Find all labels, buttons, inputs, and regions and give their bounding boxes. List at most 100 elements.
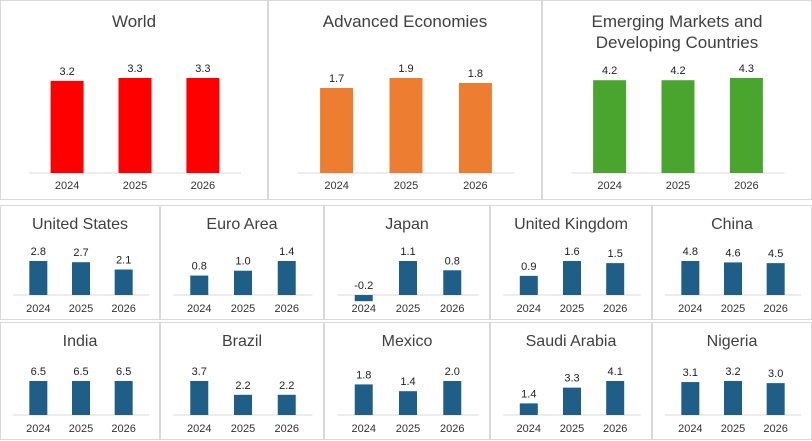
bar-chart-japan: -0.2 2024 1.1 2025 0.8 2026	[337, 246, 479, 315]
bar-2026	[606, 381, 625, 415]
bar-2025	[399, 261, 417, 295]
data-label: 0.8	[445, 255, 460, 267]
x-tick-label: 2025	[666, 180, 690, 192]
data-label: 1.1	[400, 246, 415, 258]
x-tick-label: 2024	[597, 180, 621, 192]
chart-panel-brazil: Brazil 3.7 2024 2.2 2025 2.2 2026	[160, 322, 324, 440]
x-tick-label: 2024	[517, 423, 541, 435]
data-label: 3.7	[192, 366, 207, 378]
bar-2024	[320, 88, 354, 173]
bar-2024	[29, 261, 48, 295]
chart-panel-japan: Japan -0.2 2024 1.1 2025 0.8 2026	[324, 205, 490, 320]
data-label: 1.8	[356, 369, 371, 381]
bar-chart-nigeria: 3.1 2024 3.2 2025 3.0 2026	[665, 366, 801, 435]
chart-title: World	[111, 12, 157, 31]
bar-2025	[661, 80, 695, 173]
data-label: 3.3	[127, 63, 142, 75]
chart-title: Advanced Economies	[322, 12, 488, 31]
bar-2024	[519, 275, 538, 295]
x-tick-label: 2026	[111, 423, 135, 435]
x-tick-label: 2026	[440, 303, 464, 315]
x-tick-label: 2025	[231, 303, 255, 315]
bar-2025	[72, 262, 90, 295]
bar-2024	[354, 295, 373, 302]
chart-title: China	[711, 216, 753, 233]
data-label: -0.2	[354, 280, 373, 292]
bar-2026	[606, 263, 625, 295]
chart-panel-euro-area: Euro Area 0.8 2024 1.0 2025 1.4 2026	[160, 205, 324, 320]
x-tick-label: 2025	[396, 303, 420, 315]
data-label: 2.1	[116, 255, 131, 267]
x-tick-label: 2024	[26, 423, 50, 435]
data-label: 4.3	[739, 63, 754, 75]
chart-title: Saudi Arabia	[525, 333, 617, 350]
bar-2026	[114, 269, 133, 295]
x-tick-label: 2025	[69, 303, 93, 315]
data-label: 1.4	[521, 388, 536, 400]
bar-2026	[729, 78, 763, 173]
x-tick-label: 2024	[187, 423, 211, 435]
bar-chart-advanced-economies: 1.7 2024 1.9 2025 1.8 2026	[297, 63, 515, 192]
bar-2025	[234, 270, 252, 295]
x-tick-label: 2026	[603, 423, 627, 435]
bar-2024	[29, 381, 48, 415]
x-tick-label: 2026	[763, 423, 787, 435]
chart-title: United States	[31, 216, 129, 233]
bar-2026	[766, 383, 785, 415]
x-tick-label: 2026	[603, 303, 627, 315]
x-tick-label: 2024	[351, 423, 375, 435]
bar-2024	[190, 275, 209, 295]
chart-title: Emerging Markets and Developing Countrie…	[591, 12, 763, 53]
bar-2025	[234, 394, 252, 415]
bar-2025	[118, 78, 152, 173]
bar-2026	[766, 263, 785, 295]
x-tick-label: 2026	[274, 303, 298, 315]
x-tick-label: 2025	[123, 180, 147, 192]
bar-chart-united-states: 2.8 2024 2.7 2025 2.1 2026	[13, 246, 149, 315]
bar-chart-saudi-arabia: 1.4 2024 3.3 2025 4.1 2026	[503, 366, 641, 435]
x-tick-label: 2024	[187, 303, 211, 315]
data-label: 6.5	[73, 366, 88, 378]
data-label: 1.4	[279, 246, 294, 258]
data-label: 0.9	[521, 261, 536, 273]
x-tick-label: 2024	[26, 303, 50, 315]
data-label: 3.3	[564, 373, 579, 385]
chart-title: Mexico	[381, 333, 433, 350]
chart-title: United Kingdom	[514, 216, 628, 233]
data-label: 4.1	[608, 366, 623, 378]
data-label: 2.8	[31, 246, 46, 258]
bar-2026	[186, 78, 220, 173]
chart-panel-india: India 6.5 2024 6.5 2025 6.5 2026	[0, 322, 160, 440]
bar-2025	[399, 391, 417, 415]
chart-panel-emerging-markets: Emerging Markets and Developing Countrie…	[542, 0, 812, 200]
x-tick-label: 2026	[734, 180, 758, 192]
data-label: 3.3	[195, 63, 210, 75]
x-tick-label: 2026	[274, 423, 298, 435]
data-label: 4.2	[670, 65, 685, 77]
bar-2024	[593, 80, 627, 173]
bar-chart-united-kingdom: 0.9 2024 1.6 2025 1.5 2026	[503, 246, 641, 315]
bar-2026	[277, 394, 296, 415]
bar-2025	[72, 381, 90, 415]
chart-panel-china: China 4.8 2024 4.6 2025 4.5 2026	[652, 205, 812, 320]
bar-2025	[389, 78, 423, 173]
bar-2024	[681, 261, 700, 295]
x-tick-label: 2024	[55, 180, 79, 192]
chart-panel-mexico: Mexico 1.8 2024 1.4 2025 2.0 2026	[324, 322, 490, 440]
x-tick-label: 2026	[111, 303, 135, 315]
bar-chart-mexico: 1.8 2024 1.4 2025 2.0 2026	[337, 366, 479, 435]
bar-2024	[354, 384, 373, 415]
chart-title: Nigeria	[706, 333, 758, 350]
data-label: 4.8	[683, 246, 698, 258]
chart-panel-saudi-arabia: Saudi Arabia 1.4 2024 3.3 2025 4.1 2026	[490, 322, 652, 440]
chart-title: India	[62, 333, 98, 350]
bar-2024	[50, 80, 84, 173]
bar-2024	[519, 403, 538, 415]
data-label: 4.6	[725, 247, 740, 259]
bar-2026	[277, 261, 296, 295]
x-tick-label: 2025	[396, 423, 420, 435]
data-label: 3.2	[725, 366, 740, 378]
x-tick-label: 2024	[678, 423, 702, 435]
data-label: 2.2	[279, 380, 294, 392]
data-label: 1.6	[564, 246, 579, 258]
